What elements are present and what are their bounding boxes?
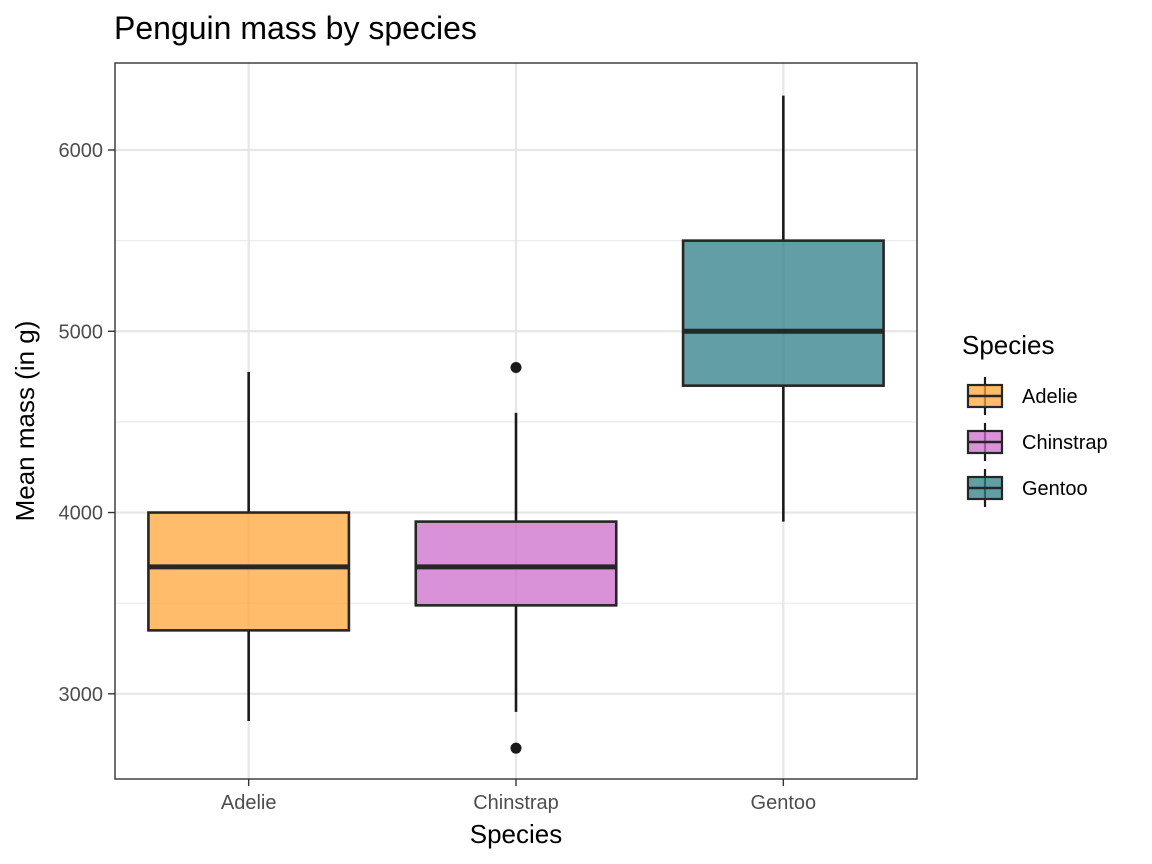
legend-label: Gentoo [1022, 478, 1088, 500]
outlier-point [510, 742, 522, 754]
outlier-point [510, 362, 522, 374]
legend-title: Species [962, 330, 1055, 360]
legend-item-chinstrap: Chinstrap [966, 423, 1108, 461]
box-iqr [414, 520, 618, 607]
x-tick-label: Adelie [221, 792, 277, 814]
axes: 3000 4000 5000 6000 Adelie Chinstrap Gentoo [59, 140, 817, 814]
box-gentoo [681, 95, 885, 522]
box-iqr [681, 239, 885, 387]
y-tick-label: 6000 [59, 140, 104, 162]
y-tick-label: 4000 [59, 503, 104, 525]
box-adelie [147, 372, 351, 721]
box-chinstrap [414, 362, 618, 754]
boxes [147, 95, 885, 754]
y-tick-label: 3000 [59, 684, 104, 706]
legend-label: Chinstrap [1022, 432, 1108, 454]
legend-item-adelie: Adelie [966, 377, 1078, 415]
x-tick-label: Gentoo [751, 792, 817, 814]
x-axis-title: Species [470, 819, 563, 849]
chart-title: Penguin mass by species [114, 10, 477, 46]
y-axis-title: Mean mass (in g) [10, 321, 40, 522]
legend-item-gentoo: Gentoo [966, 469, 1088, 507]
y-tick-label: 5000 [59, 321, 104, 343]
legend: Species Adelie Chinstrap Gentoo [962, 330, 1108, 507]
x-tick-label: Chinstrap [473, 792, 559, 814]
legend-label: Adelie [1022, 386, 1078, 408]
box-iqr [147, 511, 351, 632]
